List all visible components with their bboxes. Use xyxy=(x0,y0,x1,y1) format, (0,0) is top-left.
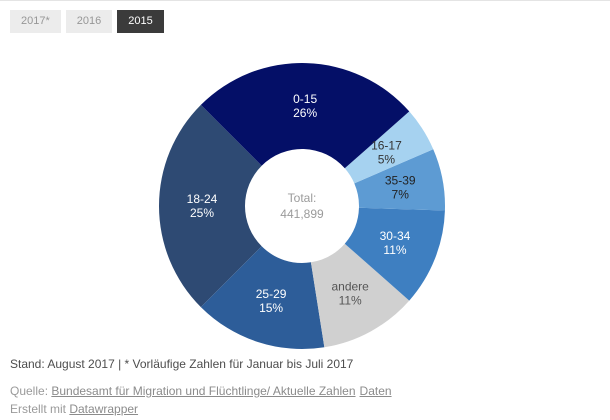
created-prefix: Erstellt mit xyxy=(10,402,70,416)
footnote: Stand: August 2017 | * Vorläufige Zahlen… xyxy=(10,357,354,371)
year-tabs: 2017* 2016 2015 xyxy=(10,10,164,33)
donut-total-value: 441,899 xyxy=(280,207,324,221)
donut-segment-25-29[interactable] xyxy=(200,246,325,350)
donut-chart-svg: Total: 441,899 0-15 26% 16-17 5% 35-39 7% 30-3… xyxy=(158,62,446,350)
segment-label-35-39: 35-39 7% xyxy=(385,173,416,201)
source-link[interactable]: Bundesamt für Migration und Flüchtlinge/… xyxy=(51,384,356,398)
tab-2015[interactable]: 2015 xyxy=(117,10,164,33)
source-data-link[interactable]: Daten xyxy=(359,384,392,398)
source-line: Quelle: Bundesamt für Migration und Flüc… xyxy=(10,384,392,398)
donut-segment-35-39[interactable] xyxy=(354,149,446,211)
donut-segment-andere[interactable] xyxy=(310,243,410,348)
datawrapper-link[interactable]: Datawrapper xyxy=(69,402,139,416)
segment-label-18-24: 18-24 25% xyxy=(187,192,218,220)
source-prefix: Quelle: xyxy=(10,384,52,398)
donut-total-label: Total: xyxy=(288,191,317,205)
donut-segment-18-24[interactable] xyxy=(158,104,262,308)
segment-label-25-29: 25-29 15% xyxy=(256,287,287,315)
created-line: Erstellt mit Datawrapper xyxy=(10,402,138,416)
segment-label-16-17: 16-17 5% xyxy=(371,138,402,166)
segment-label-0-15: 0-15 26% xyxy=(293,92,317,120)
segment-label-30-34: 30-34 11% xyxy=(380,229,411,257)
tab-2017[interactable]: 2017* xyxy=(10,10,61,33)
donut-segment-30-34[interactable] xyxy=(344,207,445,301)
donut-segment-0-15[interactable] xyxy=(200,62,410,169)
tab-2016[interactable]: 2016 xyxy=(65,10,113,33)
segment-label-andere: andere 11% xyxy=(331,280,369,308)
donut-segment-16-17[interactable] xyxy=(344,111,434,184)
